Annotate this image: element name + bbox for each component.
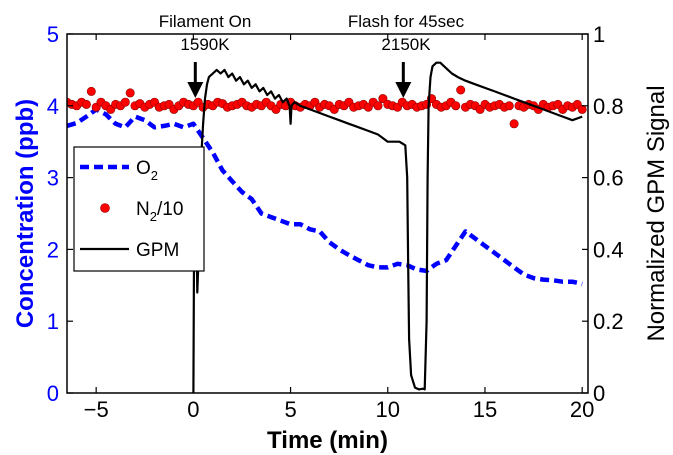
y-left-tick-label: 2 <box>47 237 59 262</box>
y-right-tick-label: 0.6 <box>593 166 624 191</box>
annotations: Filament On 1590K Flash for 45sec 2150K <box>159 12 465 98</box>
n2-point <box>577 104 587 114</box>
legend-label-suffix: /10 <box>157 199 183 220</box>
plot-area <box>67 61 587 393</box>
x-tick-label: 5 <box>284 397 296 422</box>
n2-point <box>373 101 383 111</box>
y-left-tick-label: 3 <box>47 166 59 191</box>
n2-point <box>81 99 91 109</box>
series-n2-markers <box>67 85 587 129</box>
y-axis-right-title: Normalized GPM Signal <box>643 85 670 341</box>
legend-label: O2 <box>136 158 158 183</box>
legend-n2-swatch <box>100 203 110 213</box>
legend-label-base: N <box>136 199 150 220</box>
y-left-tick-label: 5 <box>47 22 59 47</box>
x-axis-title: Time (min) <box>267 427 388 454</box>
legend-label-base: GPM <box>136 240 179 261</box>
n2-point <box>504 101 514 111</box>
y-left-tick-label: 4 <box>47 94 59 119</box>
x-tick-label: −5 <box>84 397 109 422</box>
y-left-tick-label: 0 <box>47 381 59 406</box>
annotation-line1: Filament On <box>159 12 252 31</box>
annotation-line2: 2150K <box>381 35 431 54</box>
legend-label: GPM <box>136 240 179 261</box>
annotation-line2: 1590K <box>180 35 230 54</box>
y-axis-left-title: Concentration (ppb) <box>12 99 39 328</box>
axes-frame <box>66 33 589 394</box>
n2-point <box>378 94 388 104</box>
y-right-tick-label: 1 <box>593 22 605 47</box>
plot-border <box>66 33 589 394</box>
series-gpm-line <box>192 61 583 393</box>
n2-point <box>120 97 130 107</box>
x-tick-label: 20 <box>570 397 594 422</box>
annotation-arrow-head <box>395 82 412 98</box>
x-tick-label: 0 <box>187 397 199 422</box>
n2-point <box>86 86 96 96</box>
y-left-tick-label: 1 <box>47 309 59 334</box>
n2-point <box>125 88 135 98</box>
series-o2-line <box>67 107 583 287</box>
axis-titles: Concentration (ppb) Normalized GPM Signa… <box>12 85 670 454</box>
legend-label-subscript: 2 <box>150 209 157 224</box>
legend-label-subscript: 2 <box>151 168 158 183</box>
legend-label-base: O <box>136 158 151 179</box>
y-right-tick-label: 0.4 <box>593 237 624 262</box>
x-tick-label: 10 <box>376 397 400 422</box>
n2-point <box>456 85 466 95</box>
annotation-line1: Flash for 45sec <box>348 12 465 31</box>
annotation-arrow-head <box>187 82 204 98</box>
n2-point <box>509 119 519 129</box>
y-right-tick-label: 0.8 <box>593 94 624 119</box>
n2-point <box>451 101 461 111</box>
legend-label: N2/10 <box>136 199 183 224</box>
x-tick-label: 15 <box>473 397 497 422</box>
y-right-tick-label: 0 <box>593 381 605 406</box>
y-right-tick-label: 0.2 <box>593 309 624 334</box>
